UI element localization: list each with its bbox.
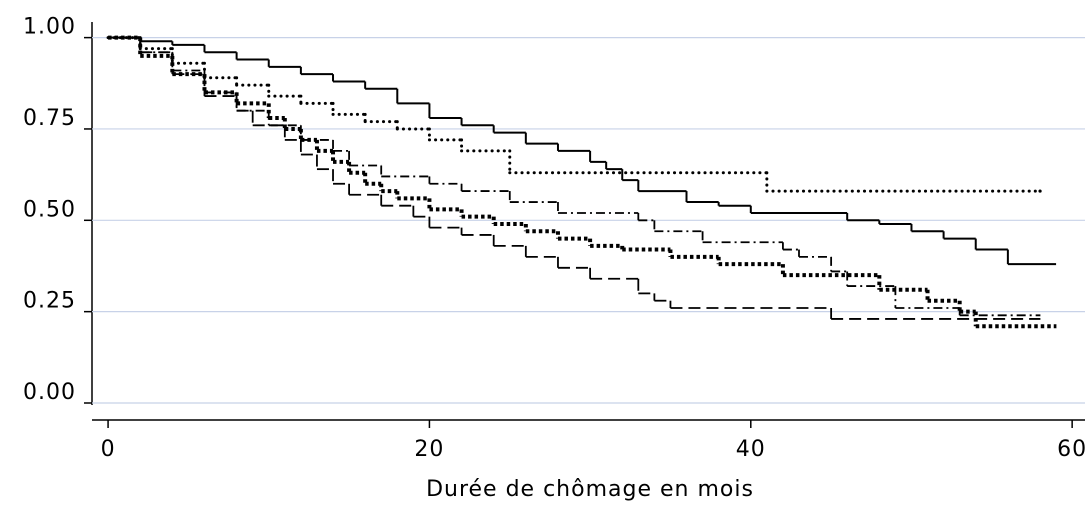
x-axis-title: Durée de chômage en mois [426,477,754,502]
x-tick-label: 0 [101,437,116,462]
x-tick-label: 20 [414,437,444,462]
y-tick-label: 0.00 [23,380,76,405]
y-tick-label: 1.00 [23,15,76,40]
x-tick-label: 60 [1057,437,1087,462]
y-tick-label: 0.25 [23,289,76,314]
x-tick-label: 40 [736,437,766,462]
y-tick-label: 0.75 [23,106,76,131]
y-tick-label: 0.50 [23,197,76,222]
